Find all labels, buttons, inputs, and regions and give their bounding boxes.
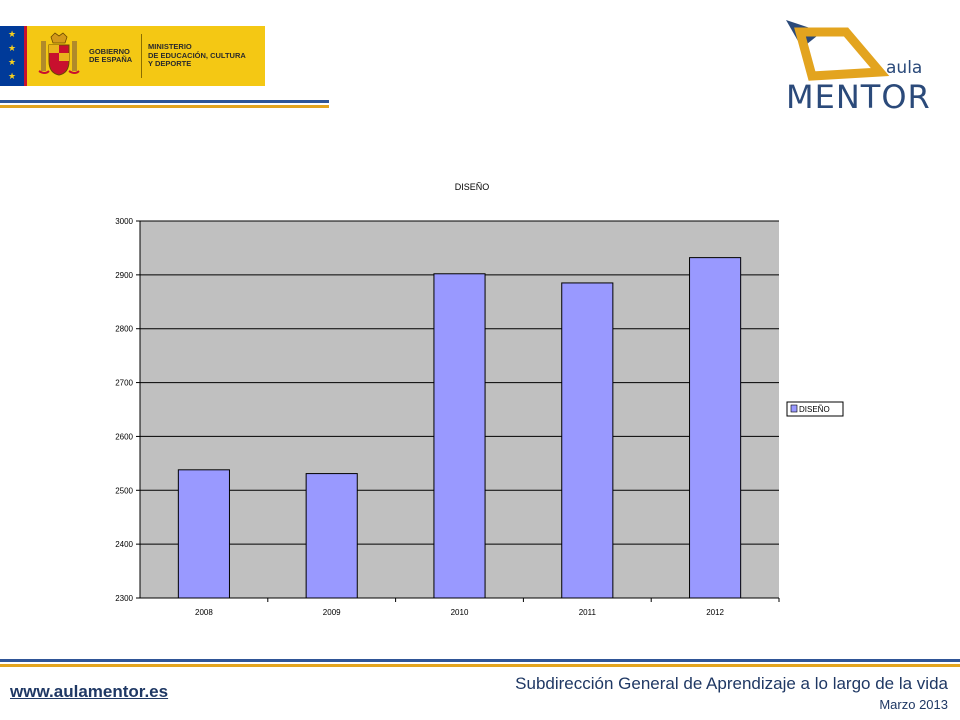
ministerio-line: MINISTERIO xyxy=(148,42,192,52)
star-icon: ★ xyxy=(8,29,17,39)
deporte-line: Y DEPORTE xyxy=(148,59,192,69)
y-tick-label: 2800 xyxy=(115,325,133,334)
star-icon: ★ xyxy=(8,43,17,53)
aula-mentor-logo-icon xyxy=(786,20,890,81)
y-tick-label: 2600 xyxy=(115,432,133,441)
y-tick-label: 3000 xyxy=(115,217,133,226)
star-icon: ★ xyxy=(8,57,17,67)
coat-of-arms-icon xyxy=(38,32,80,76)
gobierno-text: GOBIERNO DE ESPAÑA xyxy=(89,46,135,65)
x-tick-label: 2011 xyxy=(579,608,597,617)
ministerio-text: MINISTERIO DE EDUCACIÓN, CULTURA Y DEPOR… xyxy=(148,43,258,69)
legend-label: DISEÑO xyxy=(799,405,830,414)
y-tick-label: 2700 xyxy=(115,379,133,388)
y-tick-label: 2300 xyxy=(115,594,133,603)
legend-swatch xyxy=(790,404,798,413)
y-tick-label: 2900 xyxy=(115,271,133,280)
axes xyxy=(136,220,780,602)
gobierno-espana-logo: ★ ★ ★ ★ GOBIERNO DE ESPAÑA MINISTERIO DE… xyxy=(0,26,265,86)
gobierno-line: GOBIERNO xyxy=(89,46,130,56)
mentor-name-text: MENTOR xyxy=(786,78,931,116)
website-link[interactable]: www.aulamentor.es xyxy=(10,682,169,701)
chart-title: DISEÑO xyxy=(455,182,490,192)
x-tick-label: 2010 xyxy=(451,608,469,617)
footer-date: Marzo 2013 xyxy=(879,697,948,712)
espana-line: DE ESPAÑA xyxy=(89,55,133,64)
y-tick-labels: 2300 2400 2500 2600 2700 2800 2900 3000 xyxy=(115,217,133,603)
x-tick-labels: 2008 2009 2010 2011 2012 xyxy=(195,608,725,617)
bar-2010 xyxy=(433,273,486,599)
mentor-aula-text: aula xyxy=(886,58,923,78)
x-tick-label: 2012 xyxy=(706,608,724,617)
bar-2008 xyxy=(177,469,230,599)
footer-rule xyxy=(0,659,960,667)
star-icon: ★ xyxy=(8,71,17,81)
bar-2009 xyxy=(305,473,358,599)
bar-2012 xyxy=(689,257,742,599)
bar-2011 xyxy=(561,282,614,599)
y-tick-label: 2400 xyxy=(115,540,133,549)
footer-subtitle: Subdirección General de Aprendizaje a lo… xyxy=(515,674,948,693)
educacion-line: DE EDUCACIÓN, CULTURA xyxy=(148,50,246,60)
y-tick-label: 2500 xyxy=(115,486,133,495)
legend: DISEÑO xyxy=(786,401,844,417)
x-tick-label: 2008 xyxy=(195,608,213,617)
bars xyxy=(177,257,742,599)
gov-divider xyxy=(141,34,142,78)
gov-stripe xyxy=(24,26,27,86)
eu-flag-icon: ★ ★ ★ ★ xyxy=(0,26,24,86)
header-rule xyxy=(0,100,329,108)
x-tick-label: 2009 xyxy=(323,608,341,617)
gov-band: GOBIERNO DE ESPAÑA MINISTERIO DE EDUCACI… xyxy=(24,26,265,86)
legend-box xyxy=(786,401,844,417)
